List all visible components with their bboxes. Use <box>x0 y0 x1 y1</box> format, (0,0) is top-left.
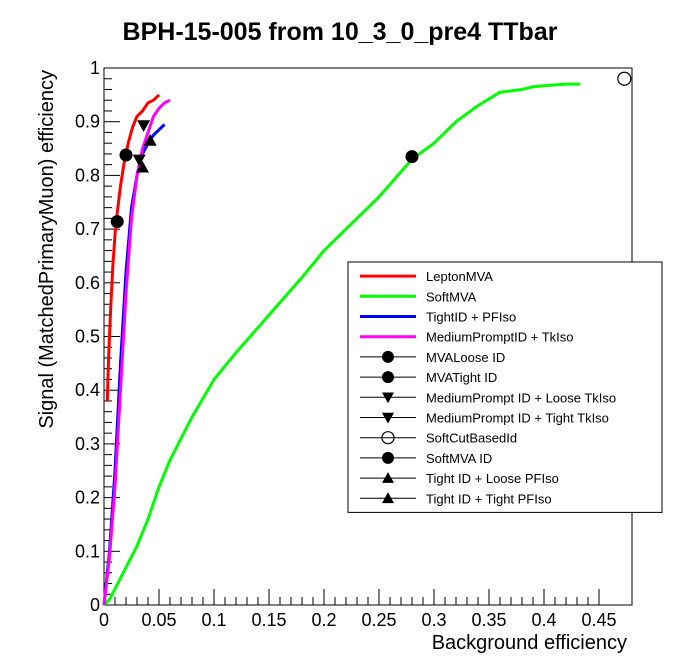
legend-marker-swatch <box>382 371 394 384</box>
y-tick-label: 0.7 <box>75 219 100 239</box>
legend-entry-label: TightID + PFIso <box>426 310 516 325</box>
legend-marker-swatch <box>382 392 394 404</box>
y-tick-label: 0.4 <box>75 380 100 400</box>
data-point <box>143 133 157 146</box>
x-tick-label: 0.4 <box>531 610 556 630</box>
y-tick-label: 0.5 <box>75 327 100 347</box>
y-tick-label: 0.2 <box>75 488 100 508</box>
legend-entry-label: MVATight ID <box>426 370 497 385</box>
y-tick-label: 0.8 <box>75 165 100 185</box>
data-point <box>617 71 632 86</box>
series-layer <box>102 71 632 607</box>
legend-entry-label: Tight ID + Loose PFIso <box>426 471 559 486</box>
legend-entry-label: MediumPrompt ID + Tight TkIso <box>426 411 609 426</box>
x-tick-label: 0.15 <box>251 610 286 630</box>
legend-entry-label: MediumPrompt ID + Loose TkIso <box>426 390 616 405</box>
x-axis: 0 0.05 0.1 0.15 0.2 0.25 0.3 0.35 0.4 0.45 <box>99 589 617 630</box>
legend-entry-label: MVALoose ID <box>426 350 505 365</box>
x-tick-label: 0 <box>99 610 109 630</box>
y-tick-label: 0.9 <box>75 112 100 132</box>
legend-entry-label: SoftMVA ID <box>426 451 492 466</box>
series-line <box>102 98 171 606</box>
series-line <box>102 82 581 607</box>
data-point <box>110 215 124 229</box>
x-tick-label: 0.1 <box>201 610 226 630</box>
data-point <box>132 154 146 167</box>
x-tick-label: 0.25 <box>361 610 396 630</box>
y-tick-label: 0.6 <box>75 273 100 293</box>
x-axis-label: Background efficiency <box>432 632 627 654</box>
legend-entry-label: Tight ID + Tight PFIso <box>426 491 552 506</box>
data-point <box>119 148 133 162</box>
data-point <box>405 150 419 164</box>
legend-marker-swatch <box>382 492 394 504</box>
legend-entry-label: SoftMVA <box>426 289 477 304</box>
y-tick-label: 0.3 <box>75 434 100 454</box>
legend-entry-label: MediumPromptID + TkIso <box>426 330 574 345</box>
legend-marker-swatch <box>382 412 394 424</box>
legend: LeptonMVA SoftMVA TightID + PFIso MediumPro… <box>347 261 663 513</box>
legend-entry-label: LeptonMVA <box>426 269 493 284</box>
y-axis-label: Signal (MatchedPrimaryMuon) efficiency <box>36 70 58 429</box>
y-tick-label: 0 <box>90 595 100 615</box>
legend-marker-swatch <box>382 350 394 363</box>
x-tick-label: 0.05 <box>141 610 176 630</box>
legend-box <box>347 261 663 513</box>
y-tick-label: 1 <box>90 58 100 78</box>
x-tick-label: 0.45 <box>581 610 616 630</box>
legend-marker-swatch <box>382 451 394 464</box>
legend-entry-label: SoftCutBasedId <box>426 431 517 446</box>
y-axis: 0 0.1 0.2 0.3 0.4 0.5 0.6 0.7 0.8 0.9 1 <box>75 58 120 615</box>
series-line <box>105 93 161 401</box>
legend-marker-swatch <box>381 431 395 445</box>
x-tick-label: 0.35 <box>471 610 506 630</box>
x-tick-label: 0.3 <box>421 610 446 630</box>
x-tick-label: 0.2 <box>311 610 336 630</box>
y-tick-label: 0.1 <box>75 541 100 561</box>
chart-title: BPH-15-005 from 10_3_0_pre4 TTbar <box>123 18 558 46</box>
data-point <box>136 160 149 173</box>
data-point <box>137 120 151 132</box>
legend-marker-swatch <box>382 472 394 483</box>
